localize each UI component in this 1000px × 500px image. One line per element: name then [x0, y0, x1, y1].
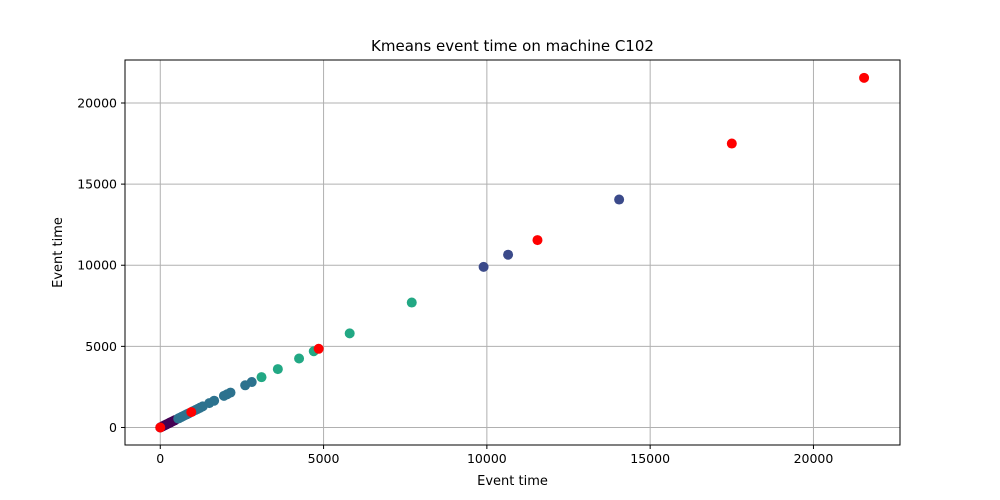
data-point-cluster-2 — [225, 387, 236, 398]
x-tick-label: 5000 — [308, 451, 340, 466]
data-point-cluster-3 — [272, 364, 283, 375]
y-tick-label: 20000 — [77, 95, 117, 110]
y-tick-label: 5000 — [85, 339, 117, 354]
data-point-cluster-5 — [859, 72, 870, 83]
data-point-cluster-5 — [726, 138, 737, 149]
data-point-cluster-3 — [406, 297, 417, 308]
data-point-cluster-2 — [209, 395, 220, 406]
data-point-cluster-4 — [478, 261, 489, 272]
x-tick-label: 0 — [156, 451, 164, 466]
data-point-cluster-3 — [344, 328, 355, 339]
data-point-cluster-5 — [313, 343, 324, 354]
plot-frame — [124, 59, 901, 446]
y-tick-label: 10000 — [77, 258, 117, 273]
data-point-cluster-5 — [532, 235, 543, 246]
x-tick-label: 20000 — [794, 451, 834, 466]
data-point-cluster-4 — [503, 249, 514, 260]
data-point-cluster-5 — [186, 407, 197, 418]
x-tick-label: 15000 — [630, 451, 670, 466]
x-axis-label: Event time — [477, 474, 548, 489]
data-point-cluster-2 — [246, 377, 257, 388]
data-point-cluster-3 — [294, 353, 305, 364]
y-tick-label: 15000 — [77, 177, 117, 192]
y-tick-label: 0 — [109, 420, 117, 435]
axis-ticks: 0 5000 10000 15000 20000 0 5000 10000 15000 20000 — [77, 95, 833, 466]
x-tick-label: 10000 — [467, 451, 507, 466]
data-points — [155, 72, 870, 433]
chart-title: Kmeans event time on machine C102 — [371, 37, 654, 55]
grid-lines — [125, 60, 900, 445]
data-point-cluster-5 — [155, 422, 166, 433]
y-axis-label: Event time — [51, 217, 66, 288]
data-point-cluster-3 — [256, 372, 267, 383]
data-point-cluster-4 — [614, 194, 625, 205]
